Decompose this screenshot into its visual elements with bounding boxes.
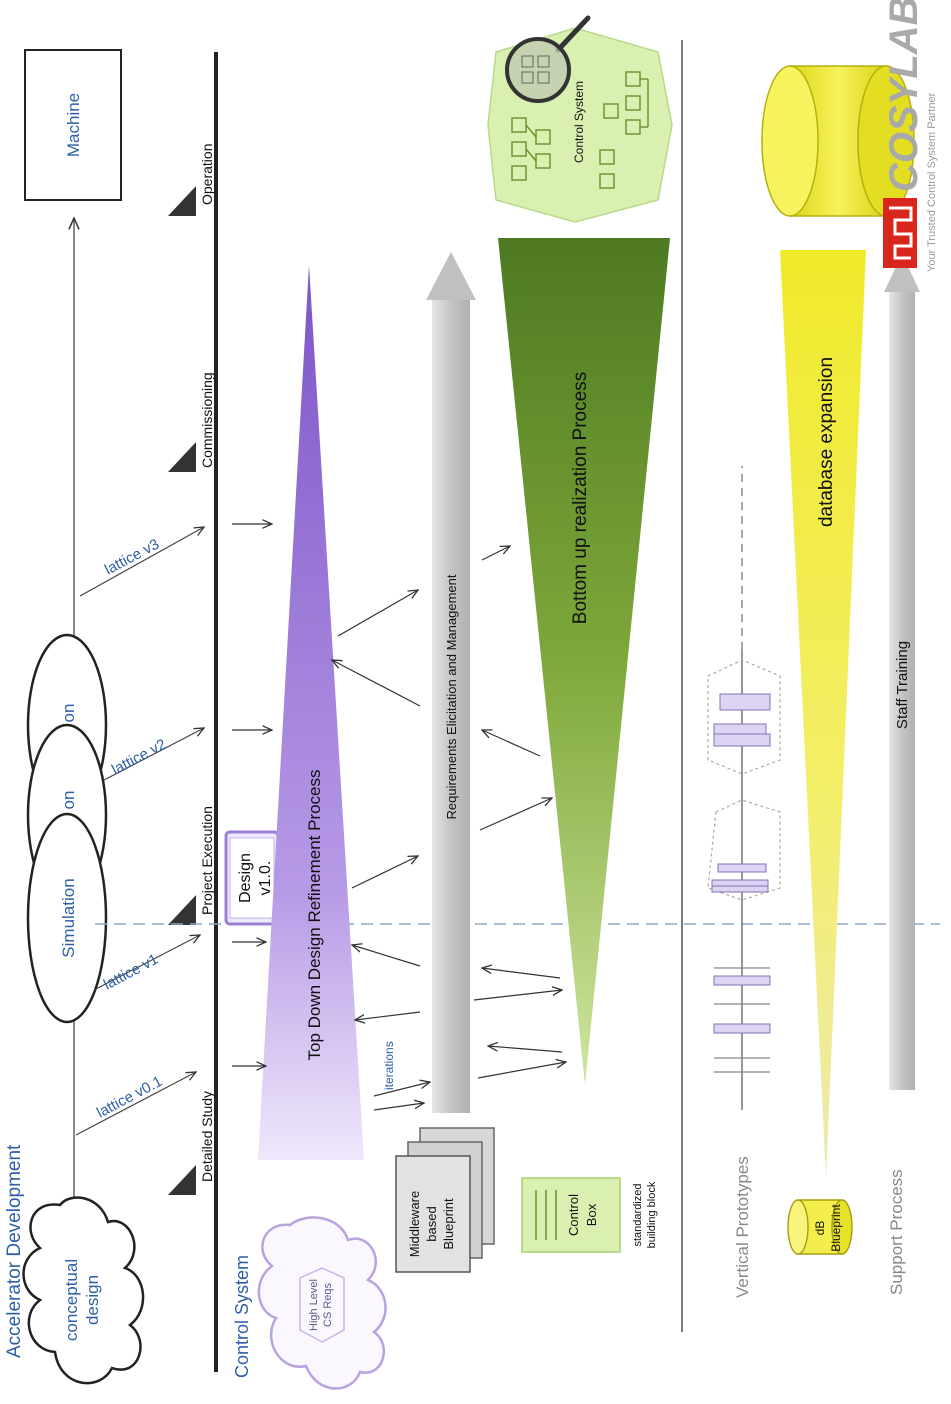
lattice-arrows: [75, 527, 204, 1136]
high-level-reqs-line1: High Level: [308, 1279, 320, 1331]
lattice-v1-label: lattice v1: [101, 951, 161, 994]
milestone-marker-project-execution: [168, 895, 196, 925]
milestone-marker-commissioning: [168, 442, 196, 472]
section-label-accelerator: Accelerator Development: [4, 1144, 25, 1358]
blueprint-line1: Middleware: [407, 1191, 422, 1257]
conceptual-design-label-line2: design: [83, 1275, 102, 1325]
simulation-label: Simulation: [59, 878, 78, 957]
process-arrows: [232, 524, 566, 1111]
milestone-project-execution: Project Execution: [199, 806, 215, 915]
db-blueprint-line2: Blueprint: [829, 1204, 843, 1252]
milestone-marker-operation: [168, 186, 196, 216]
staff-training-arrow: Staff Training: [884, 254, 920, 1090]
cosylab-logo: COSYLAB Your Trusted Control System Part…: [882, 0, 938, 272]
milestone-marker-detailed-study: [168, 1165, 196, 1195]
section-label-control-system: Control System: [232, 1255, 252, 1378]
lattice-v3-label: lattice v3: [102, 536, 162, 579]
control-box: Control Box: [521, 1177, 621, 1253]
database-cylinder: [761, 65, 915, 217]
bottom-up-label: Bottom up realization Process: [570, 372, 591, 624]
blueprint-line3: Blueprint: [441, 1198, 456, 1250]
section-label-support-process: Support Process: [887, 1169, 906, 1295]
conceptual-design-label-line1: conceptual: [62, 1259, 81, 1341]
iterations-label: iterations: [382, 1041, 396, 1090]
milestone-detailed-study: Detailed Study: [199, 1091, 215, 1182]
database-expansion-label: database expansion: [816, 357, 837, 527]
prototype-column: [707, 466, 781, 1110]
cosylab-brand: COSYLAB: [882, 0, 926, 192]
milestone-commissioning: Commissioning: [199, 372, 215, 468]
simulation-fragment-1: on: [59, 704, 78, 723]
cosylab-tagline: Your Trusted Control System Partner: [926, 92, 938, 272]
milestone-operation: Operation: [199, 144, 215, 205]
lattice-v01-label: lattice v0.1: [94, 1073, 165, 1122]
high-level-reqs-line2: CS Reqs: [322, 1282, 334, 1327]
requirements-label: Requirements Elicitation and Management: [444, 574, 459, 819]
building-block-line1: standardized: [632, 1184, 644, 1247]
bottom-up-wedge: [498, 238, 670, 1085]
milestone-markers: [168, 186, 196, 1195]
database-expansion-wedge: [780, 250, 866, 1178]
section-label-vertical-prototypes: Vertical Prototypes: [733, 1156, 752, 1298]
design-doc-line2: v1.0.: [257, 861, 274, 896]
middleware-blueprint-stack: Middleware based Blueprint: [395, 1127, 495, 1273]
design-document: Design v1.0.: [224, 830, 280, 926]
top-down-wedge: [258, 265, 364, 1160]
db-blueprint-line1: dB: [813, 1221, 827, 1236]
conceptual-design-cloud: conceptual design: [22, 1196, 145, 1385]
db-blueprint-cylinder: dB Blueprint: [787, 1199, 853, 1255]
machine-box: Machine: [24, 49, 122, 201]
staff-training-label: Staff Training: [894, 641, 911, 729]
building-block-line2: building block: [646, 1181, 658, 1248]
design-doc-line1: Design: [237, 853, 254, 903]
blueprint-line2: based: [424, 1206, 439, 1241]
top-down-label: Top Down Design Refinement Process: [305, 769, 324, 1060]
control-system-hex-label: Control System: [572, 81, 586, 163]
simulation-fragment-2: on: [59, 791, 78, 810]
control-box-line2: Box: [584, 1203, 599, 1226]
requirements-arrow: Requirements Elicitation and Management: [426, 252, 476, 1113]
machine-label: Machine: [64, 93, 83, 157]
control-box-line1: Control: [566, 1194, 581, 1236]
blueprint-scroll-front: [395, 1155, 471, 1273]
simulation-ellipse-front: [26, 812, 108, 1024]
simulation-stack: on on Simulation: [26, 633, 108, 1024]
magnifier-icon: [505, 15, 591, 103]
high-level-reqs-cloud: High Level CS Reqs: [257, 1216, 387, 1390]
lattice-v2-label: lattice v2: [109, 736, 169, 779]
